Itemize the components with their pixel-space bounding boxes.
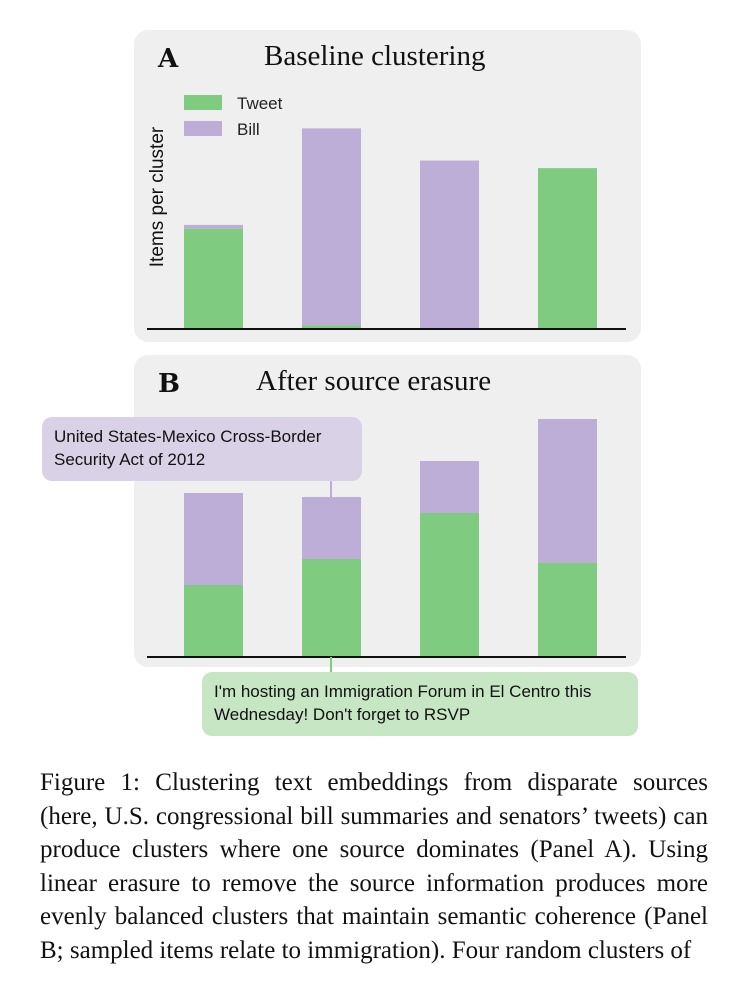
- panel-a-label: A: [158, 44, 179, 74]
- bar-tweet-chart1-cluster2: [302, 325, 361, 329]
- tweet-example-callout: I'm hosting an Immigration Forum in El C…: [202, 672, 638, 736]
- legend-swatch-tweet: [184, 95, 222, 110]
- bar-tweet-chart2-cluster4: [538, 563, 597, 657]
- panel-b-label: B: [158, 369, 180, 399]
- bill-example-callout: United States-Mexico Cross-Border Securi…: [42, 417, 362, 481]
- bar-bill-chart1-cluster1: [184, 224, 243, 229]
- bar-bill-chart1-cluster2: [302, 128, 361, 326]
- bar-tweet-chart2-cluster1: [184, 585, 243, 657]
- bar-bill-chart2-cluster3: [420, 461, 479, 513]
- bar-tweet-chart1-cluster1: [184, 228, 243, 329]
- y-axis-label-chart1: Items per cluster: [147, 126, 168, 267]
- bar-bill-chart2-cluster2: [302, 497, 361, 559]
- legend-swatch-bill: [184, 121, 222, 136]
- bar-bill-chart1-cluster3: [420, 160, 479, 329]
- figure-caption: Figure 1: Clustering text embeddings fro…: [40, 769, 708, 964]
- panel-a-title: Baseline clustering: [264, 40, 486, 72]
- panel-b-title: After source erasure: [256, 365, 492, 397]
- bar-bill-chart2-cluster4: [538, 419, 597, 563]
- bar-tweet-chart2-cluster3: [420, 513, 479, 657]
- bar-bill-chart2-cluster1: [184, 493, 243, 585]
- legend-label-bill: Bill: [237, 120, 260, 139]
- bar-tweet-chart1-cluster4: [538, 168, 597, 329]
- legend-label-tweet: Tweet: [237, 94, 283, 113]
- bar-tweet-chart2-cluster2: [302, 559, 361, 657]
